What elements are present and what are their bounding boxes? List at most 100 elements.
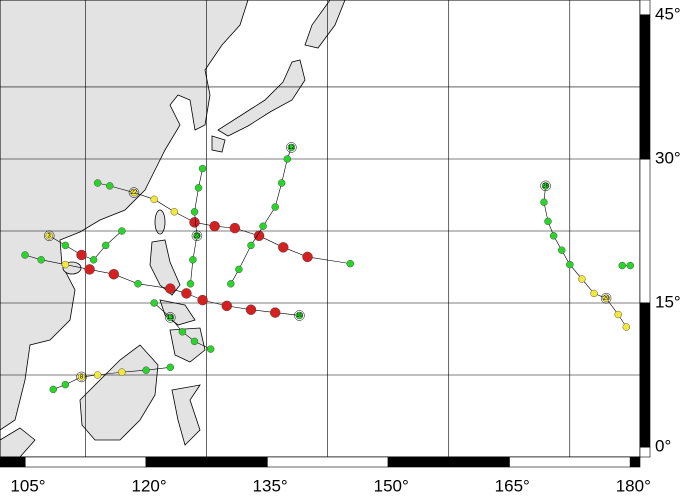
track-point (93, 179, 102, 187)
track-point (142, 366, 150, 374)
scale-bar-segment (387, 456, 510, 468)
scale-bar-segment (630, 456, 641, 468)
track-point (45, 232, 53, 240)
track-point (197, 294, 208, 306)
storm-number: 13 (167, 315, 174, 321)
scale-bar-segment (266, 456, 389, 468)
track-line (230, 147, 292, 284)
track-point (271, 203, 279, 211)
scale-bar-segment (639, 302, 651, 448)
track-point (247, 241, 255, 250)
track-point (209, 220, 220, 232)
track-point (93, 371, 102, 379)
scale-bar-segment (0, 456, 26, 468)
grid (0, 0, 640, 457)
x-tick-label: 120° (131, 476, 166, 495)
scale-bar-segment (639, 446, 651, 458)
track-point (540, 198, 548, 206)
label-point (76, 371, 87, 383)
sulawesi (171, 384, 201, 446)
track-point (165, 283, 176, 294)
track-point (166, 313, 174, 322)
label-point (600, 292, 612, 304)
track-point (118, 227, 126, 235)
storm-number: 3 (48, 233, 52, 239)
storm-number: 23 (194, 233, 201, 239)
track-point (229, 222, 241, 234)
track-point (190, 337, 199, 346)
track-point (61, 380, 70, 389)
track-point (346, 259, 354, 268)
track-point (181, 288, 192, 299)
track-point (193, 232, 201, 240)
track-point (84, 264, 95, 275)
label-point (43, 230, 55, 242)
track-point (590, 289, 598, 298)
luzon (149, 239, 181, 296)
track-point (278, 242, 289, 253)
track-point (189, 217, 200, 228)
track-point (61, 241, 70, 250)
storm-number: 8 (80, 375, 84, 381)
track-point (221, 300, 232, 312)
track-point (302, 251, 313, 263)
track-point (77, 373, 86, 381)
storm-number: 12 (288, 145, 295, 151)
y-tick-label: 15° (655, 292, 681, 311)
scale-bar-segment (639, 158, 651, 304)
track-point (622, 323, 630, 331)
storm-number: 29 (603, 296, 610, 302)
track-point (558, 246, 566, 254)
track-point (227, 280, 235, 288)
sumatra (0, 427, 36, 457)
track-point (626, 261, 635, 270)
track-point (166, 363, 174, 372)
track-point (150, 195, 158, 204)
hokkaido (304, 0, 346, 49)
label-point (128, 187, 140, 198)
track-line (543, 185, 627, 328)
track-point (549, 232, 558, 240)
x-tick-label: 105° (10, 476, 45, 495)
y-tick-label: 30° (655, 148, 681, 167)
label-point (294, 310, 305, 321)
label-point (191, 230, 203, 242)
track-point (277, 179, 286, 187)
track-point (118, 368, 126, 376)
track-point (170, 208, 179, 216)
track-point (198, 164, 207, 173)
track-point (190, 208, 199, 216)
track-point (76, 249, 87, 261)
y-tick-label: 45° (655, 4, 681, 23)
label-point (540, 180, 551, 192)
track-point (89, 256, 98, 264)
track-point (194, 184, 203, 192)
track-point (245, 304, 257, 315)
mindanao (169, 327, 206, 363)
track-point (178, 328, 187, 336)
track-point (130, 188, 138, 197)
track-point (578, 275, 586, 283)
track-point (150, 299, 158, 307)
y-tick-label: 0° (655, 436, 671, 455)
track-point (189, 256, 197, 264)
label-point (165, 312, 176, 323)
visayas (159, 299, 196, 326)
storm-number: 22 (131, 190, 138, 196)
track-point (614, 310, 622, 319)
scale-bar-segment (639, 0, 651, 16)
label-point (286, 142, 297, 153)
storm-number: 10 (296, 313, 303, 319)
track-point (134, 280, 142, 288)
track-point (21, 251, 29, 259)
track-point (206, 345, 215, 353)
x-tick-label: 180° (616, 476, 651, 495)
track-point (106, 182, 114, 190)
scale-bar-segment (639, 14, 651, 160)
storm-number: 28 (542, 183, 549, 189)
scale-bar-segment (508, 456, 631, 468)
track-point (566, 260, 574, 269)
track-point (49, 385, 57, 394)
track-point (541, 182, 550, 190)
